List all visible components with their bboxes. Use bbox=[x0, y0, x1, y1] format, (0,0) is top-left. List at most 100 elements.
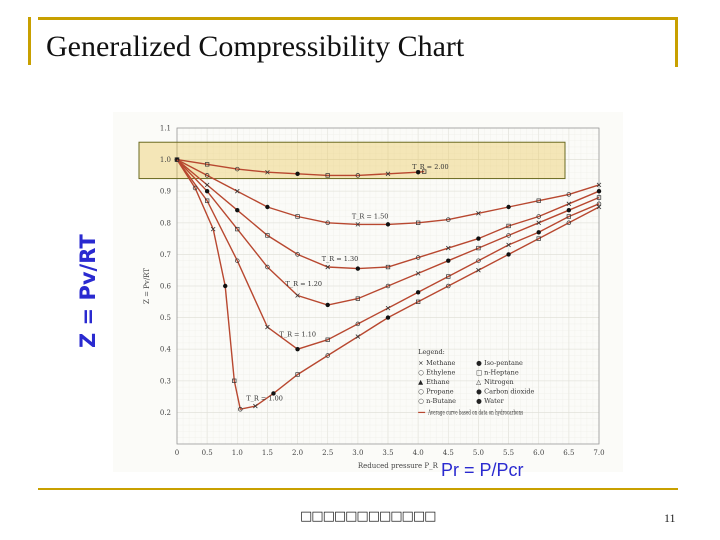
legend-item-label: Ethane bbox=[426, 378, 450, 386]
data-point bbox=[253, 403, 258, 409]
data-point bbox=[204, 198, 210, 203]
data-point bbox=[325, 264, 330, 270]
data-point bbox=[265, 264, 270, 270]
data-point bbox=[238, 406, 243, 412]
data-point bbox=[325, 302, 330, 308]
data-point bbox=[355, 334, 361, 339]
data-point bbox=[265, 169, 270, 175]
data-point bbox=[295, 347, 300, 352]
data-point bbox=[235, 188, 240, 194]
data-point bbox=[415, 299, 421, 304]
data-point bbox=[446, 258, 451, 263]
data-point bbox=[596, 182, 602, 188]
x-tick-label: 2.0 bbox=[292, 449, 303, 457]
data-point bbox=[295, 372, 300, 377]
data-point bbox=[192, 185, 198, 191]
data-point bbox=[566, 214, 572, 219]
x-tick-label: 1.5 bbox=[262, 449, 273, 457]
y-axis-label: Z = Pv/RT bbox=[76, 234, 100, 348]
y-tick-label: 0.4 bbox=[160, 346, 172, 354]
legend-item-label: n-Heptane bbox=[484, 368, 519, 376]
y-tick-label: 0.5 bbox=[160, 314, 171, 322]
data-point bbox=[415, 255, 421, 260]
x-tick-label: 4.0 bbox=[413, 449, 424, 457]
data-point bbox=[506, 204, 511, 210]
data-point bbox=[422, 169, 427, 174]
legend-item-label: Ethylene bbox=[426, 368, 455, 376]
y-tick-label: 0.9 bbox=[160, 188, 171, 196]
data-point bbox=[235, 258, 240, 263]
data-point bbox=[325, 220, 330, 226]
data-point bbox=[415, 271, 421, 276]
legend-marker: ○ bbox=[418, 397, 424, 405]
data-point bbox=[355, 321, 361, 327]
data-point bbox=[265, 233, 270, 238]
data-point bbox=[385, 315, 391, 320]
data-point bbox=[536, 220, 541, 226]
data-point bbox=[506, 233, 511, 238]
data-point bbox=[325, 173, 330, 178]
y-tick-label: 0.6 bbox=[160, 283, 172, 291]
data-point bbox=[385, 222, 391, 227]
data-point bbox=[596, 204, 602, 210]
data-point bbox=[566, 192, 572, 197]
data-point bbox=[223, 283, 228, 289]
legend-marker: ○ bbox=[418, 387, 424, 395]
x-tick-label: 4.5 bbox=[443, 449, 454, 457]
data-point bbox=[385, 171, 391, 177]
data-point bbox=[235, 207, 240, 213]
data-point bbox=[415, 220, 421, 225]
data-point bbox=[355, 296, 361, 301]
data-point bbox=[536, 236, 541, 241]
data-point bbox=[325, 337, 330, 342]
chart-inner-y-label: Z = Pv/RT bbox=[143, 268, 151, 304]
frame-left-border bbox=[28, 17, 31, 65]
curve-label: T_R = 1.00 bbox=[246, 395, 283, 403]
x-tick-label: 2.5 bbox=[322, 449, 333, 457]
data-point bbox=[596, 189, 602, 194]
data-point bbox=[204, 189, 210, 194]
x-tick-label: 7.0 bbox=[593, 449, 604, 457]
curve-labels: T_R = 2.00 T_R = 1.50 T_R = 1.30 T_R = 1.20… bbox=[246, 163, 448, 402]
legend-item-label: n-Butane bbox=[426, 397, 456, 405]
y-tick-label: 0.3 bbox=[160, 377, 171, 385]
data-point bbox=[446, 217, 451, 222]
data-point bbox=[566, 220, 572, 226]
legend-note: Average curve based on data on hydrocarb… bbox=[428, 408, 524, 416]
chart-legend: Legend:× Methane○ Ethylene▲ Ethane○ Propane○… bbox=[418, 348, 534, 416]
curve-label: T_R = 2.00 bbox=[412, 163, 449, 171]
data-point bbox=[355, 173, 361, 178]
highlight-band bbox=[138, 141, 566, 180]
curve-label: T_R = 1.10 bbox=[280, 330, 317, 338]
data-point bbox=[476, 236, 481, 241]
x-tick-label: 5.0 bbox=[473, 449, 484, 457]
data-point bbox=[385, 305, 391, 311]
data-point bbox=[295, 252, 300, 257]
x-tick-label: 3.0 bbox=[352, 449, 363, 457]
chart-ticks: 0 0.5 1.0 1.5 2.0 2.5 3.0 3.5 4.0 4.5 5.0 5.5 6.0 6.5… bbox=[160, 125, 605, 458]
footer-text: □□□□□□□□□□□□ bbox=[300, 509, 436, 524]
data-point bbox=[476, 211, 481, 216]
data-point bbox=[476, 267, 481, 273]
data-point bbox=[295, 214, 300, 219]
data-point bbox=[536, 198, 541, 203]
data-point bbox=[271, 391, 276, 396]
frame-right-border bbox=[675, 17, 678, 67]
chart-x-axis-label: Reduced pressure P_R bbox=[358, 462, 439, 470]
slide-title: Generalized Compressibility Chart bbox=[46, 30, 465, 63]
legend-marker: ▲ bbox=[418, 378, 423, 386]
data-point bbox=[446, 274, 451, 279]
legend-marker: △ bbox=[476, 378, 481, 386]
y-tick-label: 0.8 bbox=[160, 219, 171, 227]
series-line bbox=[176, 159, 600, 306]
chart-background bbox=[113, 112, 623, 472]
y-tick-label: 1.0 bbox=[160, 156, 171, 164]
data-point bbox=[506, 252, 511, 257]
data-point bbox=[536, 230, 541, 235]
data-point bbox=[476, 245, 481, 251]
legend-marker: ● bbox=[476, 387, 482, 395]
data-point bbox=[385, 264, 391, 270]
data-point bbox=[355, 222, 361, 227]
data-point bbox=[566, 207, 572, 213]
frame-bottom-border bbox=[38, 488, 678, 490]
